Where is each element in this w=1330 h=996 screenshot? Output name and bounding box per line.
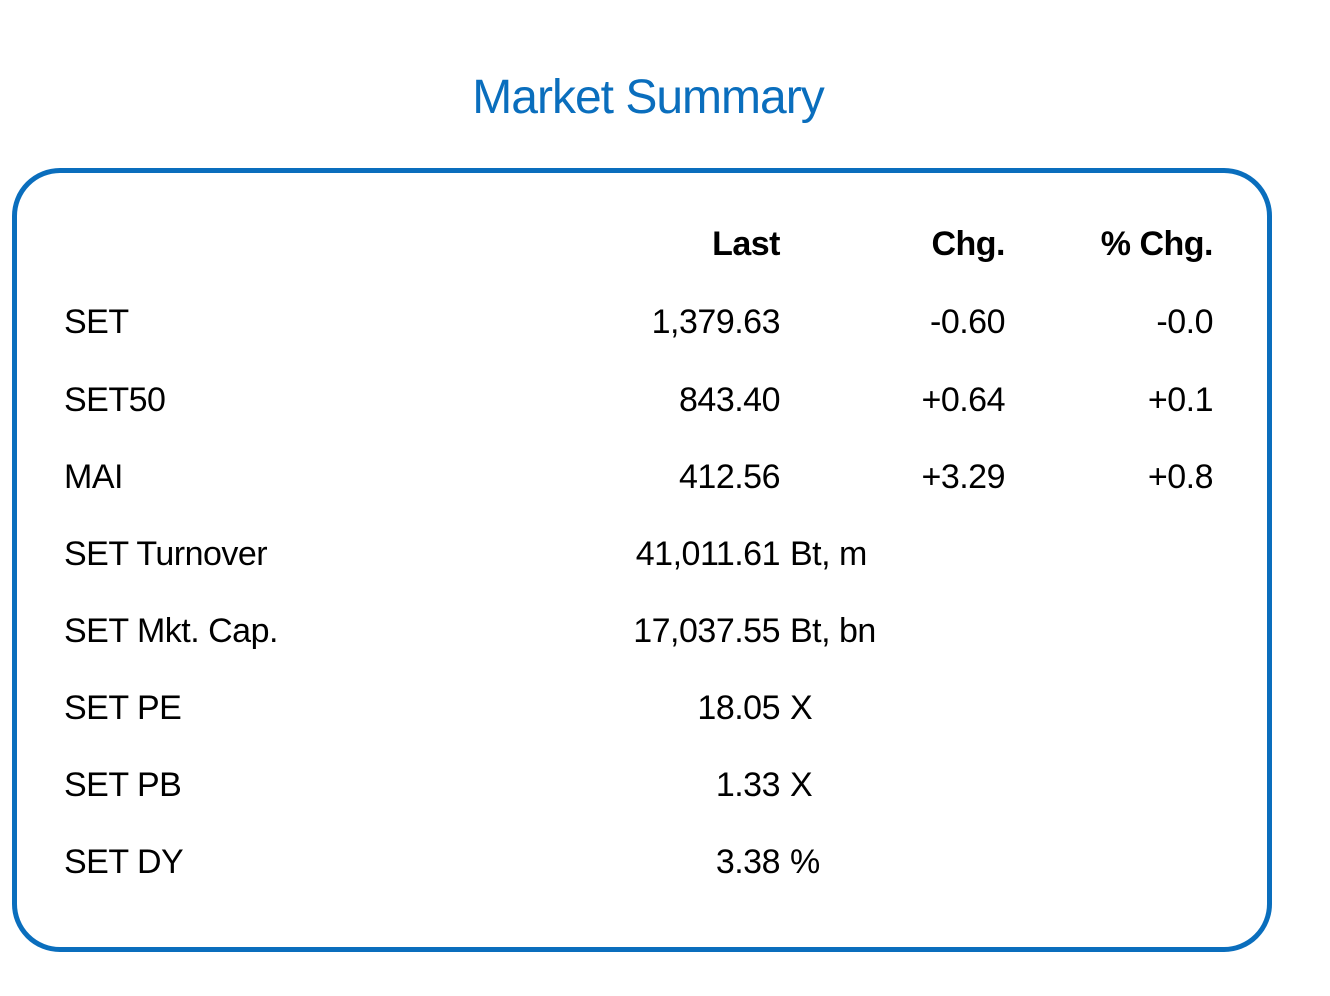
pct-chg-value: +0.1 [1147, 381, 1214, 419]
row-label: SET [64, 303, 129, 341]
row-label: MAI [64, 458, 123, 496]
header-last: Last [712, 225, 780, 263]
chg-value: +3.29 [921, 458, 1005, 496]
row-label: SET Turnover [64, 535, 268, 573]
row-label: SET PE [64, 689, 182, 727]
stat-value: 1.33 [715, 766, 781, 804]
stat-unit: % [790, 843, 820, 881]
pct-chg-value: +0.8 [1147, 458, 1214, 496]
chg-value: +0.64 [921, 381, 1005, 419]
stat-unit: Bt, m [790, 535, 867, 573]
stat-value: 3.38 [715, 843, 781, 881]
stat-unit: X [790, 689, 813, 727]
last-value: 843.40 [679, 381, 781, 419]
page-title: Market Summary [472, 71, 824, 124]
pct-chg-value: -0.0 [1156, 303, 1213, 341]
stat-value: 17,037.55 [633, 612, 780, 650]
last-value: 412.56 [679, 458, 781, 496]
stat-unit: X [790, 766, 813, 804]
row-label: SET50 [64, 381, 166, 419]
market-summary-panel [12, 168, 1272, 952]
stat-unit: Bt, bn [790, 612, 876, 650]
row-label: SET Mkt. Cap. [64, 612, 278, 650]
row-label: SET DY [64, 843, 184, 881]
last-value: 1,379.63 [651, 303, 781, 341]
stat-value: 41,011.61 [635, 535, 781, 573]
stat-value: 18.05 [697, 689, 780, 727]
row-label: SET PB [64, 766, 182, 804]
chg-value: -0.60 [930, 303, 1006, 341]
header-pct-chg: % Chg. [1100, 225, 1214, 263]
header-chg: Chg. [931, 225, 1005, 263]
